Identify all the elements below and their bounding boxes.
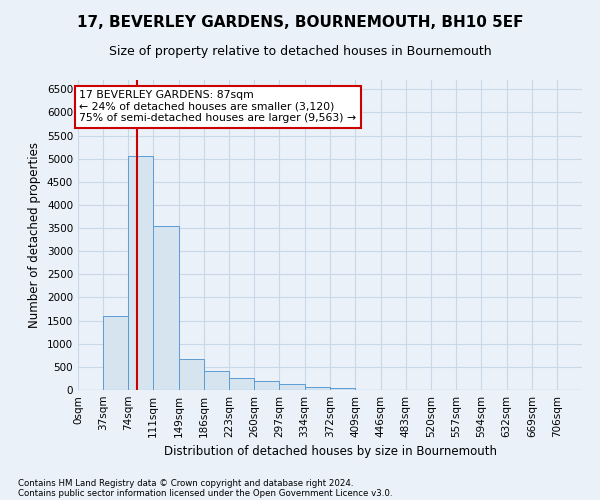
Text: Size of property relative to detached houses in Bournemouth: Size of property relative to detached ho… bbox=[109, 45, 491, 58]
Bar bbox=[179, 358, 204, 390]
Bar bbox=[153, 226, 179, 390]
Bar bbox=[331, 388, 355, 390]
Text: Contains public sector information licensed under the Open Government Licence v3: Contains public sector information licen… bbox=[18, 488, 392, 498]
Y-axis label: Number of detached properties: Number of detached properties bbox=[28, 142, 41, 328]
Text: 17 BEVERLEY GARDENS: 87sqm
← 24% of detached houses are smaller (3,120)
75% of s: 17 BEVERLEY GARDENS: 87sqm ← 24% of deta… bbox=[79, 90, 356, 124]
Bar bbox=[229, 378, 254, 390]
Bar bbox=[128, 156, 153, 390]
Bar bbox=[254, 381, 280, 390]
Bar bbox=[103, 316, 128, 390]
X-axis label: Distribution of detached houses by size in Bournemouth: Distribution of detached houses by size … bbox=[163, 446, 497, 458]
Bar bbox=[204, 370, 229, 390]
Bar bbox=[280, 384, 305, 390]
Text: Contains HM Land Registry data © Crown copyright and database right 2024.: Contains HM Land Registry data © Crown c… bbox=[18, 478, 353, 488]
Bar bbox=[305, 387, 331, 390]
Text: 17, BEVERLEY GARDENS, BOURNEMOUTH, BH10 5EF: 17, BEVERLEY GARDENS, BOURNEMOUTH, BH10 … bbox=[77, 15, 523, 30]
